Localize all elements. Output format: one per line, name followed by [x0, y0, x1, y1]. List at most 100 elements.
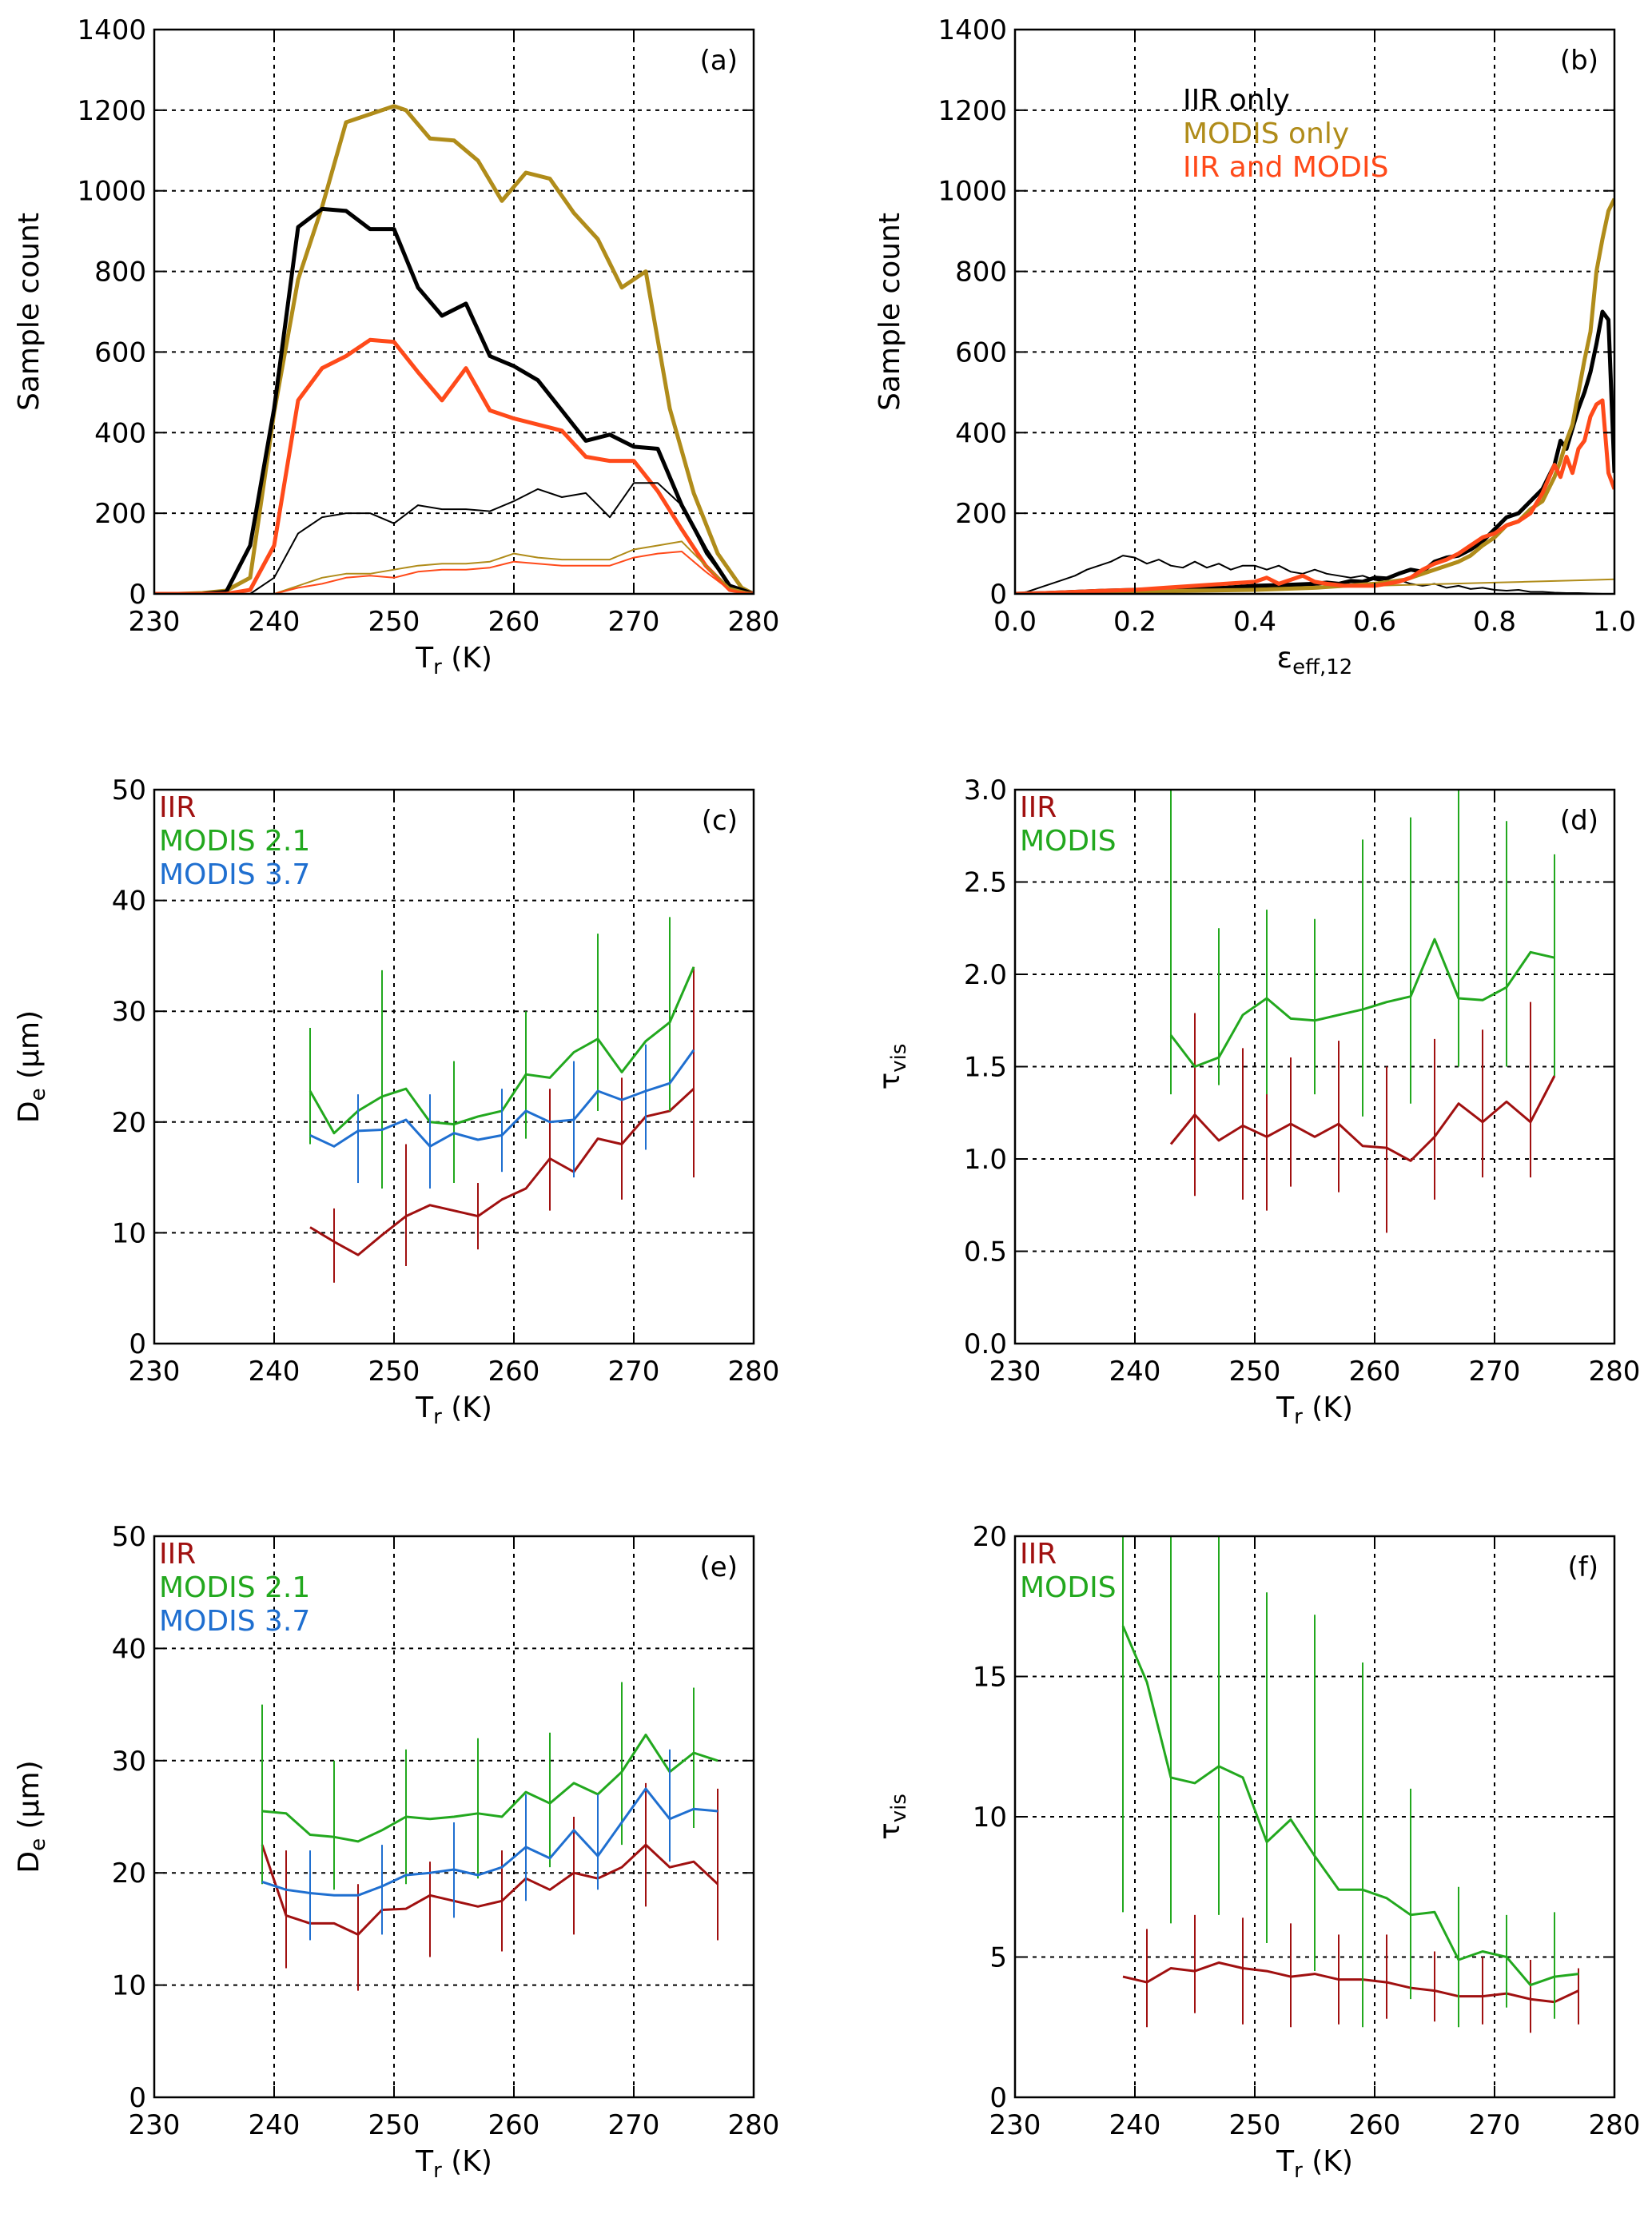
y-tick-label: 0 — [989, 2082, 1007, 2114]
y-axis-title: Sample count — [874, 213, 906, 411]
x-tick-label: 270 — [1469, 2109, 1521, 2141]
series-line-5 — [154, 551, 754, 594]
y-axis-title: τvis — [874, 1044, 911, 1090]
axis-title-main: τ — [874, 1822, 906, 1840]
axis-title-main: T — [415, 642, 434, 675]
x-axis-title: Tr (K) — [1276, 1392, 1353, 1429]
legend-entry: IIR — [1020, 1538, 1057, 1571]
legend-entry: IIR only — [1183, 84, 1290, 117]
series-line-0 — [309, 1088, 695, 1256]
series-line-2 — [309, 1049, 695, 1148]
axis-title-subscript: r — [1294, 2159, 1303, 2183]
panel-a: 230 240 250 260 270 280 0 200 400 600 800 1000 1200 1… — [13, 14, 779, 679]
series-line-0 — [1015, 555, 1614, 594]
x-tick-label: 260 — [488, 606, 540, 638]
series-line-0 — [1169, 1075, 1556, 1162]
panel-label: (e) — [700, 1551, 738, 1583]
axis-title-subscript: e — [26, 1838, 50, 1851]
y-tick-label: 20 — [112, 1107, 146, 1139]
axis-title-subscript: vis — [887, 1794, 911, 1822]
legend-entry: MODIS 2.1 — [159, 825, 310, 858]
y-tick-label: 3.0 — [964, 775, 1007, 806]
plot-area — [1121, 1536, 1579, 2033]
x-tick-label: 230 — [129, 1356, 181, 1388]
legend-entry: MODIS 2.1 — [159, 1571, 310, 1604]
axis-title-subscript: r — [433, 655, 442, 679]
plot-area — [261, 1682, 719, 1991]
axis-title-subscript: eff,12 — [1292, 655, 1352, 679]
y-tick-label: 0 — [129, 2082, 146, 2114]
axis-title-main: T — [1276, 1392, 1295, 1424]
x-tick-label: 0.2 — [1113, 606, 1156, 638]
x-tick-label: 230 — [129, 606, 181, 638]
axis-title-main: T — [1276, 2145, 1295, 2178]
plot-frame — [153, 788, 755, 1345]
x-tick-label: 270 — [608, 1356, 660, 1388]
legend-entry: IIR — [1020, 791, 1057, 824]
x-tick-label: 240 — [249, 1356, 301, 1388]
y-tick-label: 1000 — [937, 176, 1007, 208]
x-tick-label: 280 — [1589, 2109, 1641, 2141]
axis-title-main: τ — [874, 1073, 906, 1090]
series-line-2 — [261, 1787, 719, 1897]
y-tick-label: 40 — [112, 886, 146, 918]
x-tick-label: 250 — [368, 1356, 420, 1388]
y-tick-label: 10 — [112, 1217, 146, 1249]
y-tick-label: 0 — [989, 579, 1007, 611]
x-tick-label: 240 — [249, 606, 301, 638]
plot-frame — [1013, 28, 1616, 595]
x-tick-label: 1.0 — [1593, 606, 1636, 638]
legend-entry: IIR and MODIS — [1183, 151, 1388, 184]
legend-entry: MODIS 3.7 — [159, 858, 310, 891]
y-tick-label: 50 — [112, 775, 146, 806]
x-axis-title: Tr (K) — [415, 642, 492, 679]
axis-title-main: Sample count — [874, 213, 906, 411]
y-tick-label: 2.0 — [964, 959, 1007, 991]
y-tick-label: 400 — [94, 417, 146, 449]
x-axis-title: Tr (K) — [415, 1392, 492, 1429]
series-line-0 — [154, 104, 754, 594]
y-tick-label: 10 — [973, 1802, 1007, 1834]
plot-area — [309, 917, 695, 1283]
y-tick-label: 1.0 — [964, 1144, 1007, 1176]
axis-title-main: Sample count — [13, 213, 46, 411]
axis-title-unit: (μm) — [13, 1010, 46, 1089]
y-tick-label: 600 — [955, 336, 1007, 368]
panel-b: 0.0 0.2 0.4 0.6 0.8 1.0 0 200 400 600 800 1000 1200 1… — [874, 14, 1636, 679]
axis-title-subscript: vis — [887, 1044, 911, 1073]
x-tick-label: 0.6 — [1353, 606, 1396, 638]
plot-frame — [153, 28, 755, 595]
x-axis-title: εeff,12 — [1277, 642, 1353, 679]
series-line-2 — [154, 337, 754, 594]
axis-title-main: T — [415, 2145, 434, 2178]
panel-label: (d) — [1560, 805, 1598, 837]
y-axis-title: τvis — [874, 1794, 911, 1840]
axis-title-main: D — [13, 1101, 46, 1123]
x-tick-label: 230 — [989, 1356, 1041, 1388]
series-line-1 — [1169, 938, 1555, 1068]
x-tick-label: 260 — [488, 2109, 540, 2141]
y-tick-label: 1400 — [937, 14, 1007, 46]
y-tick-label: 0.5 — [964, 1236, 1007, 1268]
y-tick-label: 200 — [955, 498, 1007, 530]
x-tick-label: 230 — [989, 2109, 1041, 2141]
x-tick-label: 270 — [608, 2109, 660, 2141]
legend-entry: MODIS only — [1183, 117, 1349, 150]
y-tick-label: 30 — [112, 996, 146, 1028]
x-axis-title: Tr (K) — [415, 2145, 492, 2183]
y-tick-label: 10 — [112, 1970, 146, 2002]
y-tick-label: 600 — [94, 336, 146, 368]
series-line-1 — [1121, 1625, 1579, 1987]
x-tick-label: 270 — [1469, 1356, 1521, 1388]
y-tick-label: 20 — [112, 1858, 146, 1889]
legend-entry: MODIS 3.7 — [159, 1605, 310, 1638]
y-tick-label: 30 — [112, 1746, 146, 1778]
axis-title-main: D — [13, 1851, 46, 1874]
panel-label: (b) — [1560, 45, 1598, 77]
series-line-1 — [154, 206, 754, 594]
axis-title-main: ε — [1277, 642, 1292, 675]
x-tick-label: 250 — [368, 2109, 420, 2141]
x-tick-label: 230 — [129, 2109, 181, 2141]
axis-title-unit: (K) — [1303, 1392, 1353, 1424]
x-tick-label: 280 — [728, 1356, 780, 1388]
